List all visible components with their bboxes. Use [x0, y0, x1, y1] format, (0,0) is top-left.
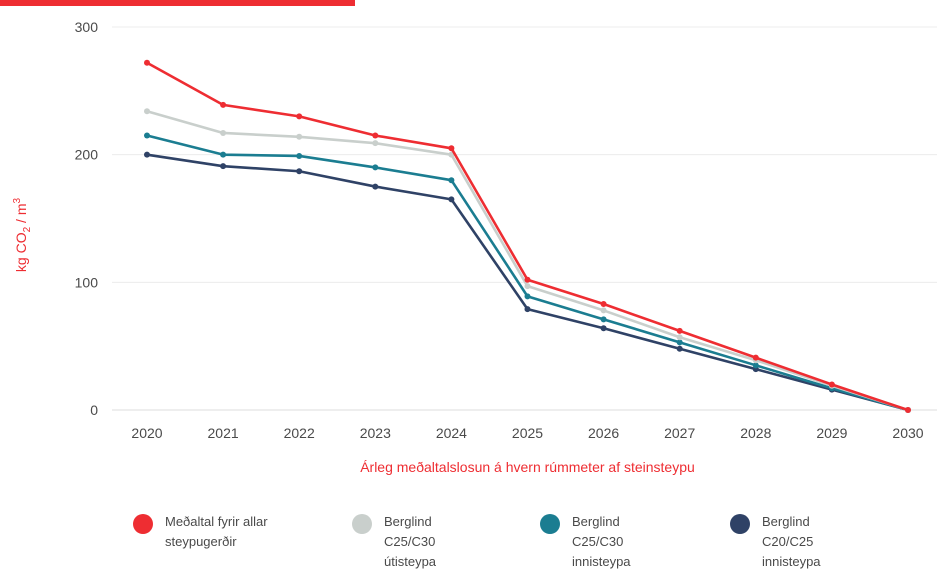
series-0-point	[524, 276, 531, 283]
legend-item-1: Berglind C25/C30 útisteypa	[352, 512, 436, 572]
series-0-point	[220, 101, 227, 108]
series-3-point	[296, 168, 303, 175]
series-2-point	[676, 339, 683, 346]
legend-swatch-2	[540, 514, 560, 534]
series-0-point	[905, 407, 911, 413]
legend-item-3: Berglind C20/C25 innisteypa	[730, 512, 821, 572]
y-tick-label: 200	[75, 147, 99, 163]
x-tick-label: 2027	[664, 425, 695, 441]
series-3-point	[144, 151, 150, 158]
series-line-0	[145, 61, 910, 412]
series-line-2	[145, 134, 910, 412]
series-3-point	[220, 163, 227, 170]
series-1-point	[600, 307, 607, 314]
x-tick-label: 2023	[360, 425, 391, 441]
series-2-point	[600, 316, 607, 323]
series-3-point	[448, 196, 455, 203]
series-0-point	[296, 113, 303, 120]
series-0-point	[144, 59, 150, 66]
series-0-point	[828, 381, 835, 388]
series-2-point	[524, 293, 531, 300]
x-tick-label: 2029	[816, 425, 847, 441]
series-2-point	[220, 151, 227, 158]
series-1-point	[144, 108, 150, 115]
y-tick-label: 300	[75, 19, 99, 35]
series-0-point	[752, 354, 759, 361]
series-0-point	[600, 301, 607, 308]
x-tick-label: 2026	[588, 425, 619, 441]
legend-swatch-3	[730, 514, 750, 534]
series-2-point	[448, 177, 455, 184]
series-1-point	[372, 140, 379, 147]
series-3-point	[600, 325, 607, 332]
x-axis-label: Árleg meðaltalslosun á hvern rúmmeter af…	[360, 459, 695, 475]
series-1-point	[296, 133, 303, 140]
legend-swatch-0	[133, 514, 153, 534]
legend-label-0: Meðaltal fyrir allar steypugerðir	[165, 514, 268, 549]
y-axis-label: kg CO2 / m3	[12, 197, 33, 272]
series-0-point	[676, 327, 683, 334]
legend-item-2: Berglind C25/C30 innisteypa	[540, 512, 631, 572]
series-1-point	[676, 334, 683, 341]
legend-swatch-1	[352, 514, 372, 534]
series-2-point	[144, 132, 150, 139]
legend-label-1: Berglind C25/C30 útisteypa	[384, 514, 437, 569]
series-2-point	[752, 362, 759, 369]
x-tick-label: 2020	[131, 425, 162, 441]
x-tick-label: 2024	[436, 425, 467, 441]
series-3-point	[524, 306, 531, 313]
series-2-point	[296, 152, 303, 159]
header-accent-bar	[0, 0, 355, 6]
series-0-point	[448, 145, 455, 152]
x-tick-label: 2025	[512, 425, 543, 441]
legend-label-3: Berglind C20/C25 innisteypa	[762, 514, 821, 569]
series-3-point	[372, 183, 379, 190]
y-tick-label: 100	[75, 274, 99, 290]
legend: Meðaltal fyrir allar steypugerðir Bergli…	[0, 512, 937, 586]
series-1-point	[524, 283, 531, 290]
series-3-point	[676, 345, 683, 352]
legend-label-2: Berglind C25/C30 innisteypa	[572, 514, 631, 569]
series-1-point	[220, 129, 227, 136]
x-tick-label: 2028	[740, 425, 771, 441]
series-0-point	[372, 132, 379, 139]
legend-item-0: Meðaltal fyrir allar steypugerðir	[133, 512, 268, 552]
x-tick-label: 2021	[208, 425, 239, 441]
y-tick-label: 0	[90, 402, 98, 418]
series-2-point	[372, 164, 379, 171]
x-tick-label: 2022	[284, 425, 315, 441]
line-chart: 0 100 200 300 2020 2021 2022 2023 2024 2025 2026 20…	[12, 19, 937, 475]
x-tick-label: 2030	[892, 425, 923, 441]
